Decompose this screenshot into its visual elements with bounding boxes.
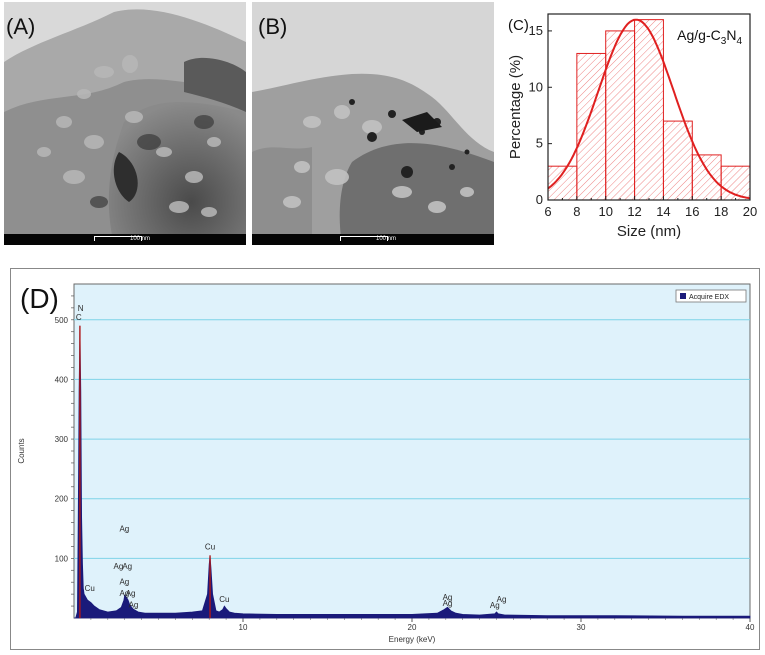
tem-image-b-graphic: [252, 2, 494, 245]
edx-peak-label: Ag: [114, 562, 124, 571]
edx-peak-label: Ag: [443, 593, 453, 602]
histogram-legend-text: Ag/g-C3N4: [677, 27, 742, 47]
edx-y-tick-label: 300: [55, 435, 69, 444]
scale-bar-b-text: 100 nm: [376, 236, 397, 242]
x-axis-label: Size (nm): [617, 223, 681, 240]
edx-peak-label: C: [76, 313, 82, 322]
edx-x-tick-label: 20: [408, 623, 417, 632]
edx-peak-label: Ag: [490, 601, 500, 610]
edx-y-tick-label: 200: [55, 495, 69, 504]
scale-bar-a: 100 nm: [4, 234, 246, 245]
gaussian-fit-curve: [547, 18, 751, 200]
edx-peak-label: Ag: [126, 589, 136, 598]
histogram-bar: [634, 19, 664, 201]
edx-legend-box: [675, 289, 747, 303]
edx-x-tick-label: 10: [239, 623, 248, 632]
y-axis-label: Percentage (%): [507, 55, 524, 159]
histogram-bar: [576, 52, 607, 201]
panel-b-label: (B): [258, 14, 288, 39]
x-tick-label: 8: [573, 204, 580, 219]
x-tick-label: 12: [627, 204, 641, 219]
y-tick-label: 5: [536, 136, 543, 151]
edx-spectrum-chart: (D) 100 200 300 400 500 10 20 30 40 Energy (keV) Co…: [10, 268, 760, 650]
edx-peak-label: Ag: [119, 578, 129, 587]
panel-c-label: (C): [508, 17, 529, 34]
x-tick-label: 6: [544, 204, 551, 219]
edx-peak-label: Ag: [119, 589, 129, 598]
x-tick-label: 10: [598, 204, 612, 219]
edx-x-tick-label: 40: [746, 623, 755, 632]
y-tick-label: 10: [529, 79, 543, 94]
x-tick-label: 16: [685, 204, 699, 219]
size-histogram-chart: (C) 6 8 10 12 14 16 18 20 0 5 10 15 Size (nm) Percenta…: [507, 13, 757, 240]
edx-peak-label: Ag: [497, 595, 507, 604]
edx-legend-swatch: [680, 293, 686, 299]
edx-legend-label: Acquire EDX: [689, 294, 729, 301]
edx-peak-label: Ag: [122, 562, 132, 571]
edx-peak-label: Ag: [119, 525, 129, 534]
histogram-bar: [662, 120, 693, 201]
edx-spectrum-panel: (D) 100 200 300 400 500 10 20 30 40 Energy (keV) Co…: [10, 268, 760, 655]
tem-image-a-graphic: [4, 2, 246, 245]
x-tick-label: 14: [656, 204, 670, 219]
edx-x-axis-label: Energy (keV): [389, 635, 436, 644]
edx-y-tick-label: 400: [55, 375, 69, 384]
edx-peak-label: Cu: [85, 584, 95, 593]
x-tick-label: 20: [743, 204, 757, 219]
edx-x-tick-label: 30: [577, 623, 586, 632]
edx-peak-label: Cu: [219, 595, 229, 604]
edx-y-tick-label: 100: [55, 554, 69, 563]
edx-peak-label: Ag: [129, 600, 139, 609]
edx-y-tick-label: 500: [55, 316, 69, 325]
x-tick-label: 18: [714, 204, 728, 219]
tem-image-b: 100 nm: [252, 2, 494, 245]
edx-peak-label: N: [78, 304, 84, 313]
edx-spectrum-area: [74, 325, 751, 619]
edx-peak-label: Cu: [205, 542, 215, 551]
panel-a-label: (A): [6, 14, 36, 39]
edx-legend: Acquire EDX: [675, 289, 747, 303]
edx-y-axis-label: Counts: [17, 438, 26, 463]
edx-peak-label: Ag: [443, 599, 453, 608]
scale-bar-a-text: 100 nm: [130, 236, 151, 242]
y-tick-label: 15: [529, 23, 543, 38]
panel-d-label: (D): [20, 283, 59, 314]
histogram-bar: [691, 154, 722, 201]
y-tick-label: 0: [536, 192, 543, 207]
scale-bar-b: 100 nm: [252, 234, 494, 245]
edx-plot-area: [73, 283, 751, 619]
histogram-bar: [547, 165, 578, 201]
tem-image-a: 100 nm: [4, 2, 246, 245]
